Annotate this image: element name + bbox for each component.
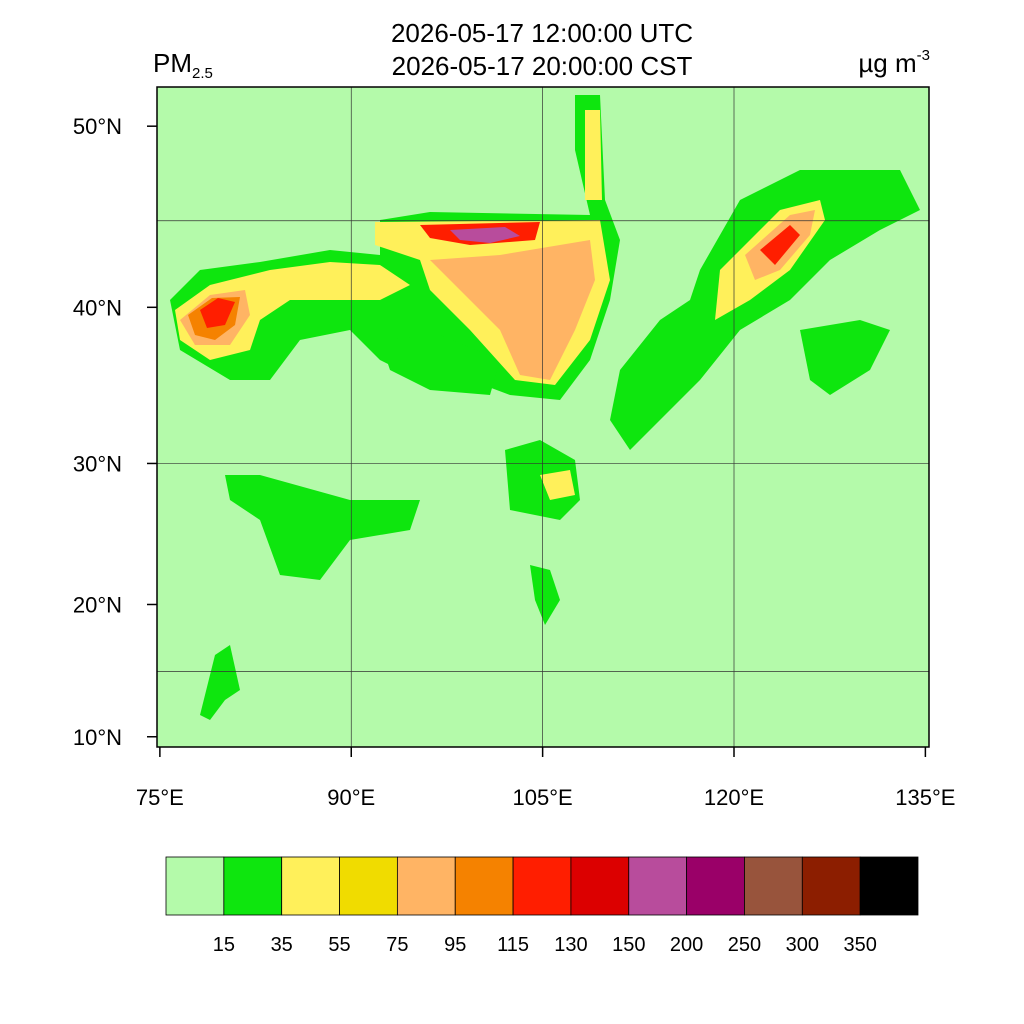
field-contour [200, 645, 240, 720]
colorbar-label: 300 [786, 934, 819, 956]
lon-tick-label: 105°E [513, 785, 573, 810]
units-superscript: -3 [917, 47, 930, 64]
colorbar-box [801, 856, 861, 916]
colorbar-label: 200 [670, 934, 703, 956]
colorbar: 15 35 55 75 95 115 130 150 200 250 300 350 [165, 856, 919, 956]
lat-tick-label: 10°N [73, 725, 122, 750]
field-contour [760, 225, 800, 265]
field-contour [585, 110, 602, 200]
field-contour [540, 470, 575, 500]
variable-subscript: 2.5 [192, 65, 213, 82]
variable-label: PM2.5 [153, 48, 213, 82]
field-contour [225, 475, 420, 580]
colorbar-box [454, 856, 514, 916]
colorbar-box [628, 856, 688, 916]
colorbar-box [396, 856, 456, 916]
title-line: 2026-05-17 12:00:00 UTC [391, 18, 693, 48]
colorbar-box [686, 856, 745, 916]
colorbar-box [512, 856, 572, 916]
colorbar-box [570, 856, 630, 916]
units-label: µg m-3 [858, 47, 930, 78]
colorbar-box [859, 856, 919, 916]
graticule [157, 87, 929, 747]
lon-tick-label: 75°E [136, 785, 184, 810]
colorbar-box [165, 856, 225, 916]
lat-tick-label: 30°N [73, 451, 122, 476]
colorbar-box [223, 856, 283, 916]
variable-name: PM [153, 48, 192, 78]
lon-tick-label: 120°E [704, 785, 764, 810]
lat-tick-label: 20°N [73, 592, 122, 617]
colorbar-label: 35 [271, 934, 293, 956]
colorbar-box [281, 856, 340, 916]
field-contour [380, 335, 500, 395]
field-contour [800, 320, 890, 395]
colorbar-label: 115 [497, 934, 529, 956]
lon-tick-label: 90°E [327, 785, 375, 810]
field-contour [200, 298, 235, 328]
colorbar-label: 75 [386, 934, 408, 956]
lat-tick-label: 50°N [73, 114, 122, 139]
colorbar-label: 95 [444, 934, 466, 956]
colorbar-label: 250 [728, 934, 761, 956]
colorbar-label: 150 [612, 934, 645, 956]
field-contour [450, 227, 520, 243]
units-text: µg m [858, 48, 916, 78]
lon-tick-label: 135°E [895, 785, 955, 810]
field-contour [610, 170, 920, 450]
title-line: 2026-05-17 20:00:00 CST [392, 51, 693, 81]
field-contour [530, 565, 560, 625]
colorbar-label: 130 [554, 934, 587, 956]
colorbar-box [339, 856, 398, 916]
colorbar-label: 55 [328, 934, 350, 956]
colorbar-box [744, 856, 803, 916]
colorbar-label: 15 [213, 934, 235, 956]
field-contour [430, 240, 595, 380]
colorbar-label: 350 [843, 934, 876, 956]
lat-tick-label: 40°N [73, 295, 122, 320]
